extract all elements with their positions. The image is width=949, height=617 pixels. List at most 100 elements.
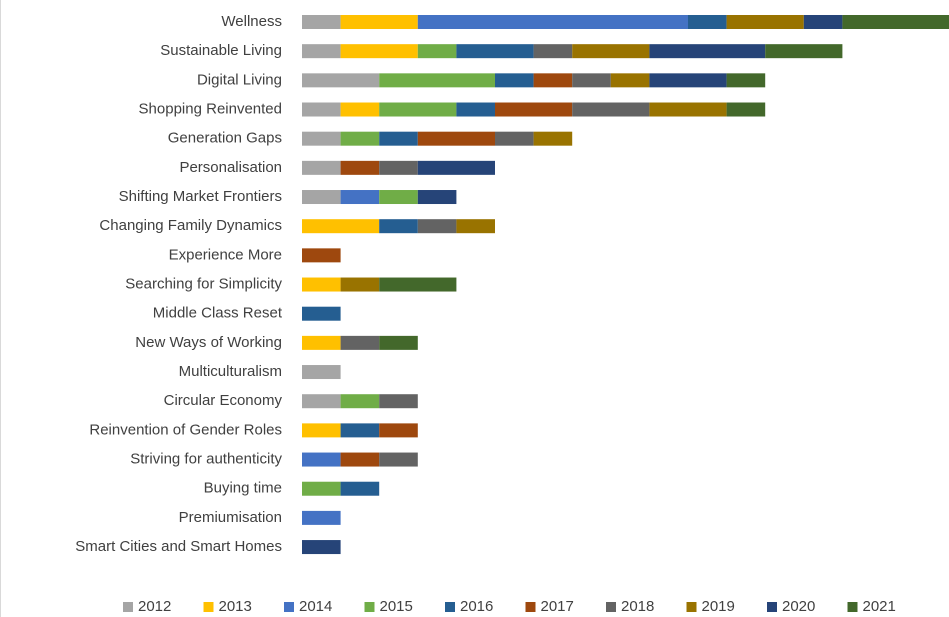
bar-segment: [610, 73, 650, 88]
bar-segment: [379, 277, 457, 292]
category-label: Searching for Simplicity: [125, 275, 282, 292]
bar-segment: [302, 248, 341, 263]
bar-segment: [379, 73, 495, 88]
bar-segment: [649, 73, 727, 88]
bar-segment: [417, 131, 495, 146]
bar-segment: [417, 190, 457, 205]
bar-segment: [379, 102, 457, 117]
bar-segment: [765, 44, 843, 59]
bar-segment: [340, 452, 380, 467]
bar-segment: [302, 335, 341, 350]
bar-segment: [340, 481, 380, 496]
legend-swatch: [606, 602, 616, 612]
legend-label: 2018: [621, 598, 654, 615]
bar-segment: [417, 15, 688, 29]
bar-segment: [688, 15, 727, 29]
category-label: Shifting Market Frontiers: [119, 188, 282, 205]
category-label: Reinvention of Gender Roles: [89, 421, 282, 438]
category-label: Striving for authenticity: [130, 451, 282, 468]
bar-segment: [495, 102, 573, 117]
category-label: New Ways of Working: [135, 334, 282, 351]
bar-segment: [379, 160, 418, 175]
bar-segment: [302, 510, 341, 525]
bar-segment: [340, 190, 380, 205]
category-label: Generation Gaps: [168, 130, 282, 147]
bar-segment: [417, 219, 457, 234]
legend-label: 2016: [460, 598, 493, 615]
bar-segment: [302, 452, 341, 467]
legend-label: 2014: [299, 598, 332, 615]
bar-segment: [379, 335, 418, 350]
category-label: Changing Family Dynamics: [99, 217, 282, 234]
category-label: Middle Class Reset: [153, 305, 283, 322]
legend-label: 2013: [219, 598, 252, 615]
legend-swatch: [364, 602, 375, 612]
bar-segment: [379, 394, 418, 409]
category-label: Digital Living: [197, 71, 282, 88]
bar-segment: [417, 44, 457, 59]
bar-segment: [726, 15, 804, 29]
bar-segment: [340, 277, 380, 292]
category-label: Experience More: [169, 246, 282, 263]
legend-swatch: [284, 602, 294, 612]
bar-segment: [495, 73, 534, 88]
bar-segment: [842, 15, 949, 29]
category-label: Circular Economy: [164, 392, 283, 409]
category-label: Premiumisation: [179, 509, 282, 526]
category-label: Sustainable Living: [160, 42, 282, 59]
bar-segment: [456, 219, 495, 234]
category-label: Smart Cities and Smart Homes: [75, 538, 282, 555]
legend-swatch: [847, 602, 858, 612]
bar-segment: [649, 44, 766, 59]
bar-segment: [340, 102, 380, 117]
bar-segment: [340, 160, 380, 175]
bar-segment: [302, 131, 341, 146]
category-label: Wellness: [221, 13, 282, 30]
category-label: Personalisation: [179, 159, 282, 176]
legend-swatch: [123, 602, 133, 612]
bar-segment: [726, 102, 766, 117]
bar-segment: [726, 73, 766, 88]
legend-label: 2020: [782, 598, 815, 615]
bar-segment: [302, 190, 341, 205]
bar-segment: [649, 102, 727, 117]
bar-segment: [495, 131, 534, 146]
legend-swatch: [445, 602, 455, 612]
legend-label: 2012: [138, 598, 171, 615]
bar-segment: [340, 15, 418, 29]
bar-segment: [302, 423, 341, 438]
bar-segment: [533, 131, 573, 146]
bar-segment: [572, 44, 650, 59]
bar-segment: [302, 44, 341, 59]
bar-segment: [302, 306, 341, 321]
bar-segment: [340, 394, 380, 409]
legend-label: 2019: [702, 598, 735, 615]
legend-swatch: [686, 602, 697, 612]
bar-segment: [340, 44, 418, 59]
category-label: Multiculturalism: [179, 363, 282, 380]
legend-label: 2021: [863, 598, 896, 615]
bar-segment: [302, 219, 380, 234]
bar-segment: [533, 73, 573, 88]
bar-segment: [572, 102, 650, 117]
bar-segment: [302, 540, 341, 555]
category-label: Buying time: [204, 480, 282, 497]
bar-segment: [340, 131, 380, 146]
bar-segment: [533, 44, 573, 59]
bar-segment: [456, 44, 534, 59]
bar-segment: [302, 365, 341, 380]
bar-segment: [302, 15, 341, 29]
bar-segment: [379, 131, 418, 146]
bar-segment: [302, 394, 341, 409]
bar-segment: [379, 190, 418, 205]
legend-swatch: [525, 602, 536, 612]
bar-segment: [803, 15, 843, 29]
bar-segment: [302, 481, 341, 496]
legend-swatch: [767, 602, 777, 612]
bar-segment: [302, 102, 341, 117]
bar-segment: [572, 73, 611, 88]
legend-swatch: [203, 602, 214, 612]
bar-segment: [340, 335, 380, 350]
bar-segment: [379, 219, 418, 234]
